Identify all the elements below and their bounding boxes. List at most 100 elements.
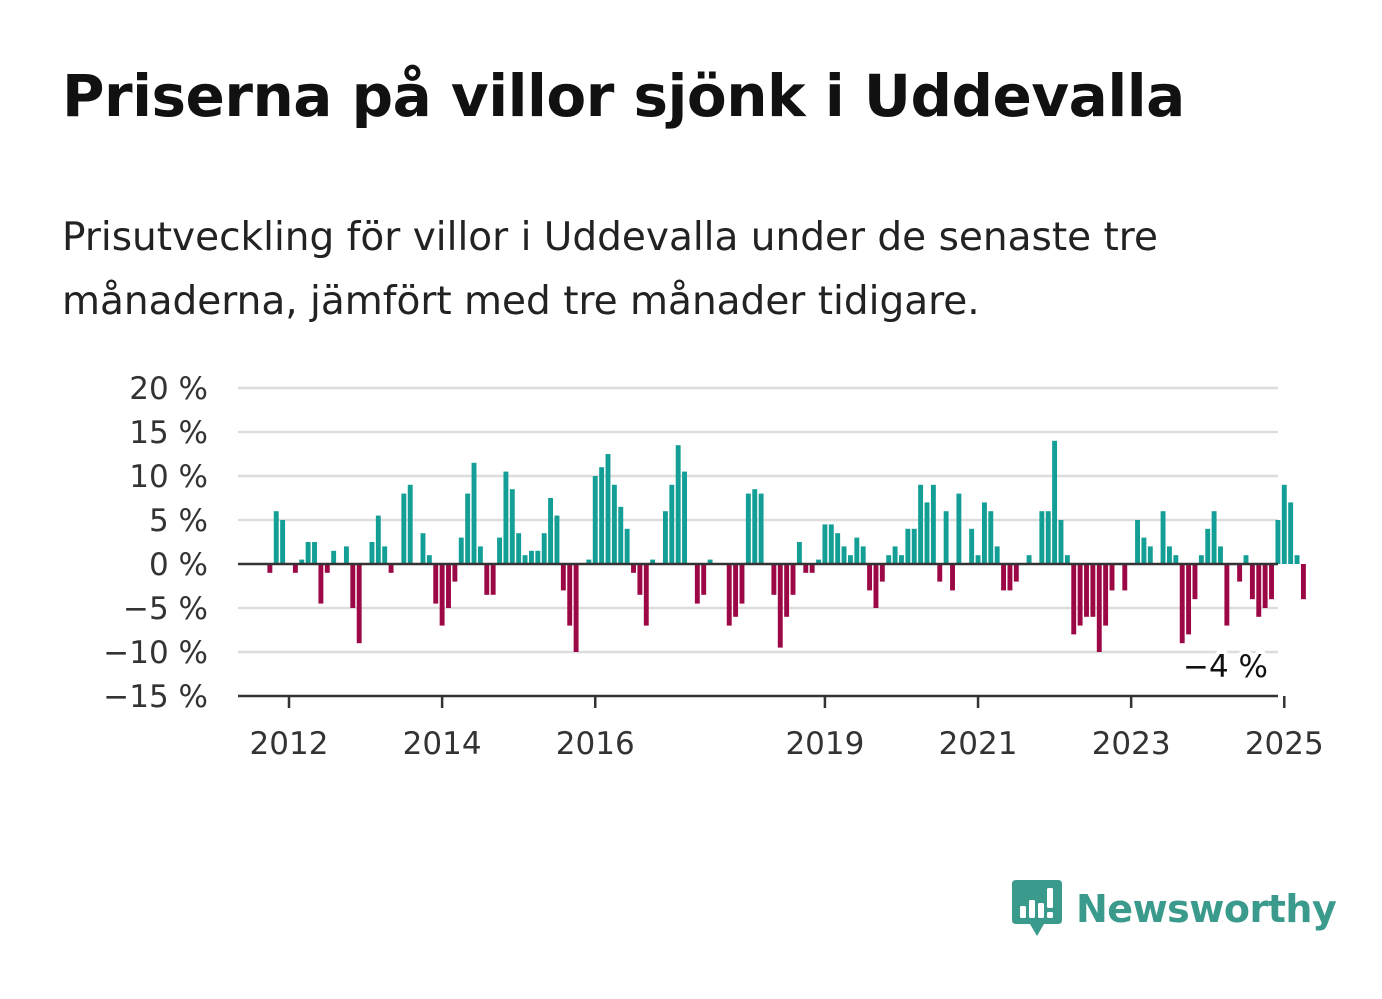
bar — [1026, 555, 1032, 564]
bar — [624, 528, 630, 564]
bar — [860, 546, 866, 564]
bar-chart: 20 %15 %10 %5 %0 %−5 %−10 %−15 % 2012 201… — [103, 371, 1324, 762]
bar — [745, 493, 751, 564]
bar — [1077, 564, 1083, 626]
bar — [1211, 511, 1217, 564]
bar — [631, 564, 636, 573]
bar — [1122, 564, 1128, 591]
bar — [592, 476, 598, 564]
bar — [675, 445, 681, 564]
bar — [401, 493, 407, 564]
x-tick-label: 2023 — [1092, 726, 1171, 762]
bar — [343, 546, 349, 564]
bar — [1294, 555, 1300, 564]
bar — [994, 546, 1000, 564]
x-tick-label: 2012 — [250, 726, 329, 762]
bar — [637, 564, 643, 595]
bar — [790, 564, 796, 595]
bar — [1160, 511, 1166, 564]
bar — [1096, 564, 1102, 652]
bar — [1262, 564, 1268, 608]
bar — [1256, 564, 1262, 617]
bar — [682, 471, 688, 564]
bar — [382, 546, 388, 564]
bar — [548, 498, 554, 564]
brand: Newsworthy — [1010, 878, 1337, 940]
bar — [280, 520, 286, 564]
bar — [516, 533, 522, 564]
bar — [969, 528, 975, 564]
bar — [1135, 520, 1140, 564]
bar — [369, 542, 375, 564]
bar — [1007, 564, 1013, 591]
bar — [1249, 564, 1255, 600]
bar — [509, 489, 515, 564]
bar — [586, 559, 592, 564]
bar — [784, 564, 790, 617]
bar — [1186, 564, 1192, 635]
bar — [1179, 564, 1185, 644]
bar — [905, 528, 911, 564]
y-axis-labels: 20 % 15 % 10 % 5 % 0 % −5 % −10 % −15 % — [103, 371, 208, 715]
bar — [433, 564, 439, 604]
bar — [1013, 564, 1019, 582]
y-tick-label: 10 % — [129, 459, 208, 495]
chart-title: Priserna på villor sjönk i Uddevalla — [62, 62, 1185, 130]
bar — [611, 484, 617, 564]
bar — [739, 564, 745, 604]
bar — [1045, 511, 1051, 564]
bar — [1071, 564, 1077, 635]
bar — [350, 564, 356, 608]
bar — [273, 511, 279, 564]
bar — [752, 489, 758, 564]
bar — [299, 559, 305, 564]
bar — [1198, 555, 1204, 564]
bar — [1084, 564, 1089, 617]
bar — [733, 564, 739, 617]
bar — [356, 564, 362, 644]
y-tick-label: −10 % — [103, 635, 208, 671]
bar — [835, 533, 841, 564]
bar — [943, 511, 949, 564]
bar — [1103, 564, 1109, 626]
bar — [312, 542, 317, 564]
newsworthy-logo-icon — [1012, 880, 1062, 936]
bar — [873, 564, 879, 608]
bar — [490, 564, 496, 595]
bar — [1243, 555, 1249, 564]
bar — [847, 555, 853, 564]
bar — [452, 564, 458, 582]
bar — [1141, 537, 1147, 564]
bar — [669, 484, 675, 564]
y-tick-label: 5 % — [149, 503, 208, 539]
bar — [1224, 564, 1230, 626]
bar — [937, 564, 943, 582]
bar — [331, 550, 337, 564]
bar — [924, 502, 930, 564]
bar — [267, 564, 273, 573]
bar — [292, 564, 298, 573]
x-tick-label: 2016 — [556, 726, 635, 762]
grid-lines — [238, 386, 1278, 654]
bar — [1269, 564, 1274, 600]
bar — [854, 537, 860, 564]
bar — [1090, 564, 1096, 617]
bar — [879, 564, 885, 582]
bar — [477, 546, 483, 564]
bar — [465, 493, 471, 564]
bar — [1205, 528, 1211, 564]
bar — [439, 564, 445, 626]
bar — [375, 515, 381, 564]
bar — [567, 564, 573, 626]
bar — [707, 559, 713, 564]
bar — [618, 506, 624, 564]
bar — [918, 484, 924, 564]
bar — [988, 511, 994, 564]
bar — [560, 564, 566, 591]
bar — [1001, 564, 1007, 591]
bar — [541, 533, 547, 564]
annotation: −4 %−4 % — [1179, 645, 1272, 689]
bar — [471, 462, 477, 564]
x-axis-labels: 2012 2014 2016 2019 2021 2023 2025 — [250, 726, 1324, 762]
axes — [238, 562, 1286, 708]
